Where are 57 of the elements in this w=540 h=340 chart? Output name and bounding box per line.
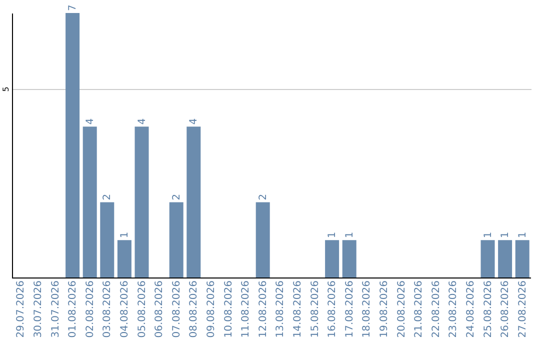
data-label: 1: [119, 232, 130, 238]
data-label: 4: [136, 118, 148, 125]
bar: [66, 13, 80, 278]
x-tick-label: 18.08.2026: [362, 280, 373, 338]
x-tick-label: 14.08.2026: [292, 280, 304, 338]
data-label: 7: [68, 4, 79, 11]
x-tick-label: 16.08.2026: [327, 280, 338, 338]
bar: [186, 126, 201, 278]
x-tick-label: 23.08.2026: [448, 280, 460, 338]
bar: [169, 202, 184, 278]
x-tick-label: 30.07.2026: [32, 280, 44, 338]
x-tick-label: 20.08.2026: [396, 280, 408, 338]
bar: [256, 202, 270, 278]
data-label: 4: [188, 118, 200, 125]
bar: [100, 202, 114, 278]
bar: [325, 240, 340, 278]
x-tick-label: 07.08.2026: [171, 280, 182, 338]
data-label: 2: [171, 194, 182, 200]
data-label: 2: [258, 194, 269, 200]
x-tick-label: 13.08.2026: [275, 280, 286, 338]
bar: [498, 240, 512, 278]
bar: [515, 240, 530, 278]
x-tick-label: 05.08.2026: [136, 280, 148, 338]
x-tick-label: 24.08.2026: [465, 280, 476, 338]
x-tick-label: 15.08.2026: [310, 280, 321, 338]
x-tick-label: 17.08.2026: [344, 280, 356, 338]
data-label: 1: [327, 232, 338, 238]
x-tick-label: 08.08.2026: [188, 280, 200, 338]
x-tick-label: 09.08.2026: [206, 280, 217, 338]
x-tick-label: 22.08.2026: [430, 280, 442, 338]
x-tick-label: 29.07.2026: [16, 280, 27, 338]
bar: [117, 240, 132, 278]
data-label: 1: [482, 232, 494, 238]
data-label: 2: [102, 194, 114, 200]
x-tick-label: 03.08.2026: [102, 280, 114, 338]
data-label: 1: [517, 232, 528, 238]
x-tick-label: 26.08.2026: [500, 280, 512, 338]
y-tick-label: 5: [2, 86, 10, 92]
data-label: 1: [344, 232, 356, 238]
x-tick-label: 10.08.2026: [223, 280, 234, 338]
x-tick-label: 01.08.2026: [68, 280, 79, 338]
x-tick-label: 11.08.2026: [240, 280, 252, 338]
x-tick-label: 21.08.2026: [414, 280, 425, 338]
x-tick-label: 25.08.2026: [482, 280, 494, 338]
data-label: 1: [500, 232, 512, 238]
x-tick-label: 06.08.2026: [154, 280, 166, 338]
bar: [82, 126, 97, 278]
x-tick-label: 31.07.2026: [50, 280, 62, 338]
x-tick-label: 19.08.2026: [378, 280, 390, 338]
data-label: 4: [84, 118, 96, 125]
x-tick-label: 12.08.2026: [258, 280, 269, 338]
x-tick-label: 04.08.2026: [119, 280, 130, 338]
bar: [480, 240, 495, 278]
bar: [134, 126, 149, 278]
x-tick-label: 02.08.2026: [84, 280, 96, 338]
bar: [342, 240, 356, 278]
x-tick-label: 27.08.2026: [517, 280, 528, 338]
